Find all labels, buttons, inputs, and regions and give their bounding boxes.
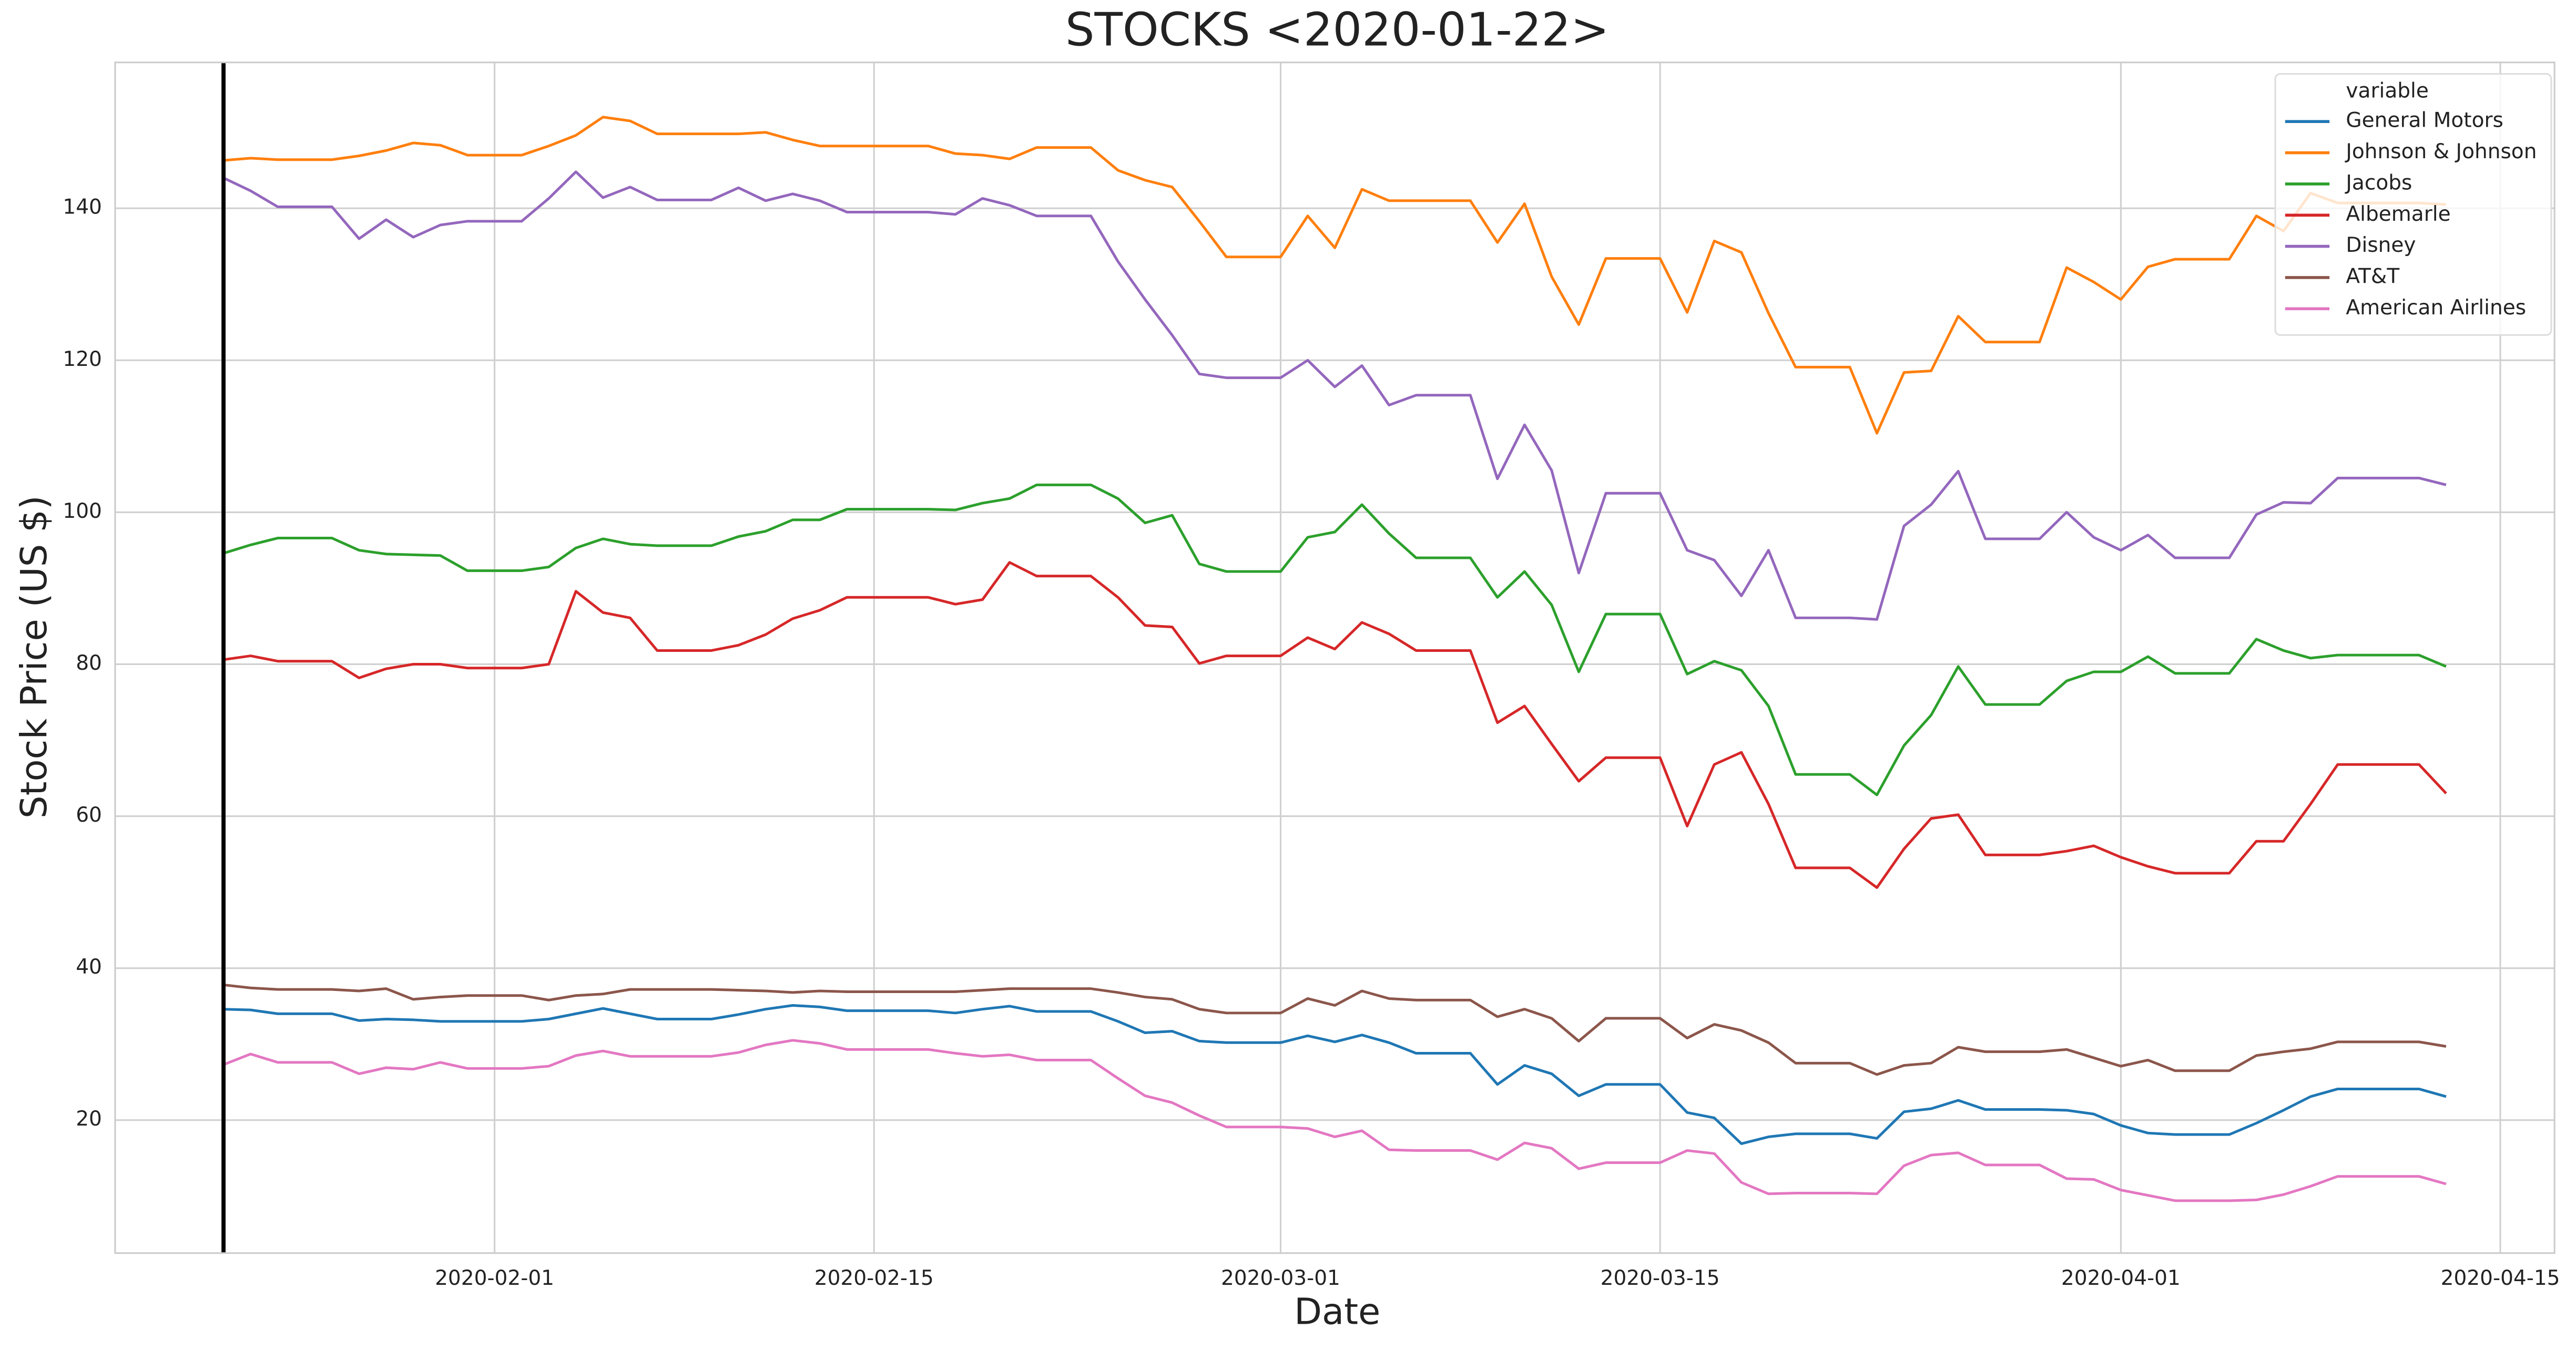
legend-label: American Airlines bbox=[2346, 296, 2526, 320]
x-tick-label: 2020-02-15 bbox=[814, 1266, 934, 1290]
legend-label: General Motors bbox=[2346, 109, 2503, 132]
y-tick-label: 140 bbox=[63, 196, 102, 219]
legend-label: Jacobs bbox=[2344, 171, 2412, 195]
legend-label: AT&T bbox=[2346, 264, 2399, 288]
y-tick-label: 100 bbox=[63, 499, 102, 523]
y-tick-label: 60 bbox=[76, 803, 102, 827]
y-axis-label: Stock Price (US $) bbox=[13, 495, 55, 819]
series-line bbox=[223, 483, 2447, 796]
series-line bbox=[223, 1039, 2447, 1202]
series-line bbox=[223, 1004, 2447, 1146]
y-tick-label: 40 bbox=[76, 955, 102, 979]
x-tick-label: 2020-04-01 bbox=[2061, 1266, 2181, 1290]
y-tick-label: 80 bbox=[76, 651, 102, 675]
series-line bbox=[223, 170, 2447, 621]
x-tick-label: 2020-04-15 bbox=[2441, 1266, 2560, 1290]
legend-box bbox=[2274, 73, 2552, 336]
series-line bbox=[223, 983, 2447, 1076]
legend: variable General Motors Johnson & Johnson J… bbox=[2274, 73, 2552, 336]
legend-label: Albemarle bbox=[2346, 202, 2450, 226]
legend-label: Disney bbox=[2346, 233, 2416, 257]
x-tick-label: 2020-02-01 bbox=[435, 1266, 554, 1290]
plot-frame bbox=[114, 62, 2555, 1254]
series-line bbox=[223, 116, 2447, 435]
grid: 20 40 60 80 100 120 140 2020-02-01 2020-02-15 202… bbox=[63, 62, 2560, 1290]
x-tick-label: 2020-03-15 bbox=[1601, 1266, 1720, 1290]
series-line bbox=[223, 561, 2447, 889]
y-tick-label: 20 bbox=[76, 1107, 102, 1131]
x-tick-label: 2020-03-01 bbox=[1221, 1266, 1340, 1290]
legend-label: Johnson & Johnson bbox=[2344, 140, 2537, 163]
legend-title: variable bbox=[2346, 79, 2429, 103]
lines bbox=[221, 62, 2447, 1253]
chart-title: STOCKS <2020-01-22> bbox=[1065, 3, 1609, 56]
y-tick-label: 120 bbox=[63, 347, 102, 371]
x-axis-label: Date bbox=[1294, 1291, 1380, 1333]
